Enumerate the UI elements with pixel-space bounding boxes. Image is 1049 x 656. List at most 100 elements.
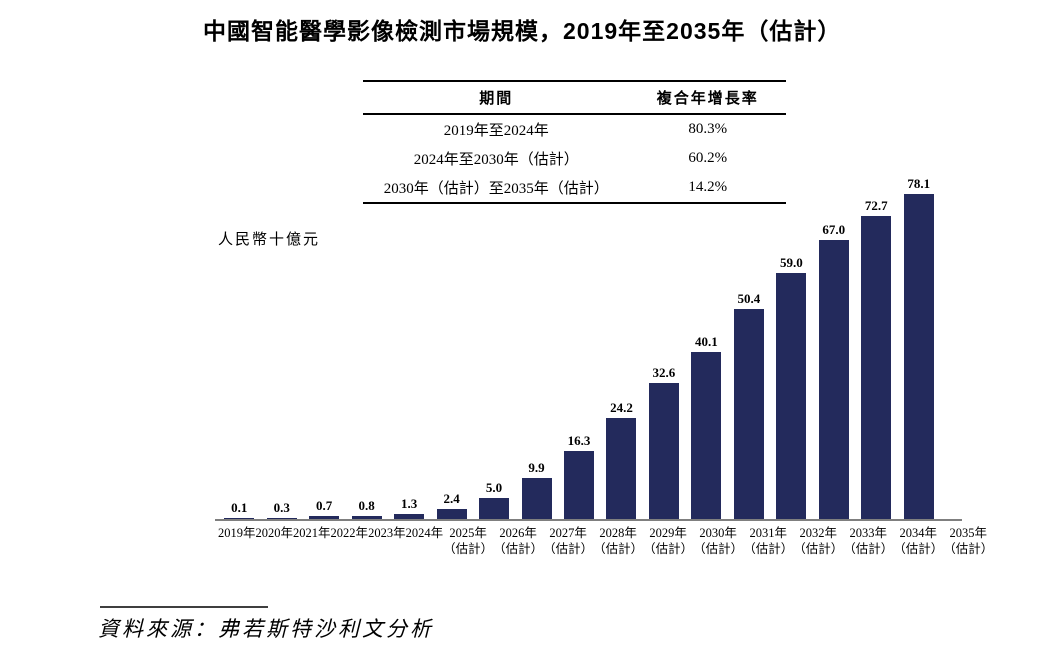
bar-value-label: 24.2 (610, 400, 633, 416)
cagr-period-cell: 2024年至2030年（估計） (413, 152, 579, 168)
x-axis-estimate-note: （估計） (643, 542, 694, 556)
chart-title: 中國智能醫學影像檢測市場規模，2019年至2035年（估計） (203, 18, 842, 44)
bar-slot: 5.0 (473, 170, 515, 519)
bar (648, 383, 679, 519)
x-axis-category-label: 2023年 (368, 525, 406, 557)
bar-slot: 67.0 (813, 170, 855, 519)
bar-slot: 9.9 (515, 170, 557, 519)
x-axis-year: 2026年 (499, 526, 537, 540)
x-axis-labels: 2019年 2020年 2021年 2022年 2023年 2024年 2025年 （估計） 2… (218, 525, 993, 557)
bar-value-label: 0.7 (316, 498, 333, 514)
bar-slot: 24.2 (600, 170, 642, 519)
x-axis-year: 2022年 (330, 526, 369, 540)
source-note: 資料來源：弗若斯特沙利文分析 (98, 617, 434, 641)
bar-slot: 16.3 (558, 170, 600, 519)
bar-value-label: 0.3 (273, 499, 290, 515)
x-axis-category-label: 2035年 （估計） (943, 525, 993, 557)
x-axis-category-label: 2033年 （估計） (843, 525, 893, 557)
x-axis-category-label: 2024年 (406, 525, 444, 557)
x-axis-year: 2033年 (849, 526, 887, 540)
bar (394, 513, 425, 519)
bar-value-label: 1.3 (400, 495, 418, 511)
cagr-table-row: 2030年（估計）至2035年（估計） 14.2% (363, 173, 786, 203)
x-axis-category-label: 2027年 （估計） (543, 525, 593, 557)
x-axis-line (215, 519, 962, 521)
x-axis-category-label: 2020年 (256, 525, 294, 557)
bar-value-label: 67.0 (822, 222, 846, 238)
x-axis-category-label: 2034年 （估計） (893, 525, 943, 557)
cagr-table-row: 2019年至2024年 80.3% (363, 114, 786, 144)
cagr-table-row: 2024年至2030年（估計） 60.2% (363, 144, 786, 173)
bar (563, 451, 594, 519)
x-axis-category-label: 2019年 (218, 525, 256, 557)
cagr-value-cell: 80.3% (688, 121, 728, 137)
bar-slot: 50.4 (728, 170, 770, 519)
x-axis-estimate-note: （估計） (793, 542, 844, 556)
bar-value-label: 9.9 (528, 459, 545, 475)
x-axis-year: 2031年 (749, 526, 787, 540)
x-axis-year: 2029年 (649, 526, 687, 540)
bar-value-label: 5.0 (485, 480, 503, 496)
cagr-table-body: 2019年至2024年 80.3% 2024年至2030年（估計） 60.2% 2030… (363, 114, 786, 203)
x-axis-estimate-note: （估計） (493, 542, 544, 556)
x-axis-year: 2032年 (799, 526, 837, 540)
x-axis-year: 2024年 (405, 526, 444, 540)
bar (266, 517, 297, 519)
bar (776, 273, 807, 519)
x-axis-category-label: 2028年 （估計） (593, 525, 643, 557)
bar-value-label: 0.1 (231, 499, 248, 515)
x-axis-estimate-note: （估計） (693, 542, 744, 556)
bar (903, 194, 934, 519)
x-axis-year: 2034年 (899, 526, 937, 540)
bar (224, 517, 255, 519)
bar-value-label: 59.0 (779, 255, 803, 271)
x-axis-category-label: 2029年 （估計） (643, 525, 693, 557)
cagr-period-cell: 2019年至2024年 (443, 123, 549, 139)
bar-value-label: 16.3 (567, 433, 591, 449)
cagr-table: 期間 複合年增長率 2019年至2024年 80.3% 2024年至2030年（估計… (363, 80, 786, 204)
bar-slot: 59.0 (770, 170, 812, 519)
x-axis-estimate-note: （估計） (893, 542, 944, 556)
x-axis-estimate-note: （估計） (943, 542, 994, 556)
bar-slot: 0.7 (303, 170, 345, 519)
bar-value-label: 2.4 (443, 491, 460, 507)
cagr-value-cell: 14.2% (688, 179, 728, 195)
x-axis-year: 2030年 (699, 526, 737, 540)
x-axis-year: 2035年 (949, 526, 988, 540)
x-axis-category-label: 2031年 （估計） (743, 525, 793, 557)
bar (861, 216, 892, 519)
source-divider-line (100, 606, 268, 608)
bar-slot: 72.7 (855, 170, 897, 519)
cagr-table-header: 期間 複合年增長率 (363, 81, 786, 115)
bar (818, 240, 849, 519)
bar-slot: 78.1 (898, 170, 940, 519)
x-axis-category-label: 2025年 （估計） (443, 525, 493, 557)
bar-slot: 0.8 (345, 170, 387, 519)
bar (691, 352, 722, 519)
bar-value-label: 78.1 (907, 176, 931, 191)
x-axis-category-label: 2030年 （估計） (693, 525, 743, 557)
cagr-value-cell: 60.2% (688, 150, 728, 166)
bar-value-label: 72.7 (864, 198, 888, 214)
bar-value-label: 50.4 (737, 291, 761, 307)
bar-chart-plot-area: 0.1 0.3 0.7 0.8 1.3 2.4 5.0 9.9 16.3 24.2 32.6 40.1… (218, 170, 940, 519)
bar (521, 477, 552, 519)
bar-value-label: 40.1 (695, 334, 718, 350)
bar-slot: 40.1 (685, 170, 727, 519)
bar (479, 498, 510, 519)
x-axis-estimate-note: （估計） (443, 542, 494, 556)
x-axis-category-label: 2026年 （估計） (493, 525, 543, 557)
cagr-table-header-period: 期間 (363, 81, 630, 115)
x-axis-year: 2025年 (449, 526, 487, 540)
x-axis-year: 2019年 (218, 526, 256, 540)
x-axis-year: 2021年 (293, 526, 331, 540)
bar-slot: 32.6 (643, 170, 685, 519)
bar-value-label: 32.6 (652, 365, 676, 381)
x-axis-estimate-note: （估計） (743, 542, 794, 556)
y-axis-unit-label: 人民幣十億元 (218, 232, 321, 248)
bar (351, 515, 382, 519)
cagr-period-cell: 2030年（估計）至2035年（估計） (383, 181, 609, 197)
x-axis-category-label: 2021年 (293, 525, 331, 557)
bar (309, 516, 340, 519)
